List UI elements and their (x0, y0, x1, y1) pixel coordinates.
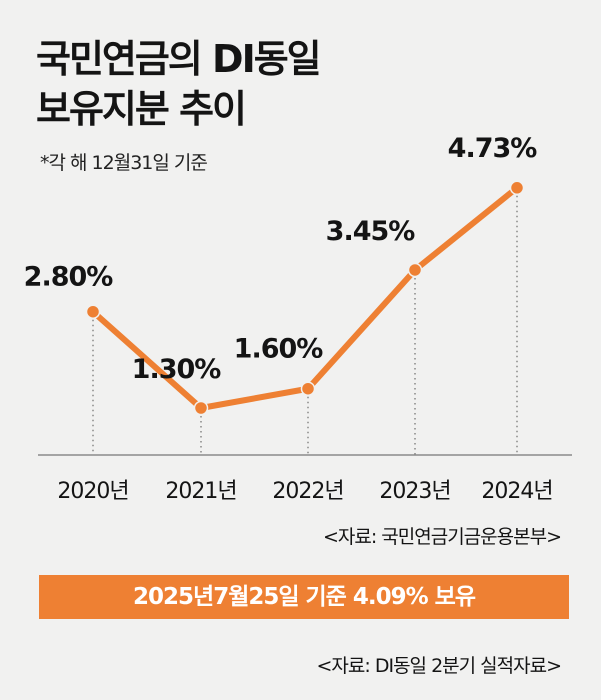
data-label-1: 1.30% (132, 354, 222, 385)
x-tick-label-2: 2022년 (272, 479, 343, 504)
title-line-1: 국민연금의 DI동일 (36, 37, 322, 81)
x-tick-label-0: 2020년 (57, 479, 128, 504)
data-label-0: 2.80% (24, 262, 114, 293)
source-note-pension: <자료: 국민연금기금운용본부> (322, 526, 562, 548)
data-point-0 (85, 304, 101, 319)
current-holding-banner: 2025년7월25일 기준 4.09% 보유 (39, 575, 569, 619)
data-label-4: 4.73% (448, 133, 538, 164)
data-label-3: 3.45% (326, 216, 416, 247)
source-note-earnings: <자료: DI동일 2분기 실적자료> (316, 655, 562, 677)
chart-title: 국민연금의 DI동일 보유지분 추이 (36, 34, 322, 134)
data-point-4 (509, 180, 525, 196)
title-line-2: 보유지분 추이 (36, 87, 247, 131)
data-point-2 (300, 381, 316, 396)
data-point-1 (193, 400, 209, 416)
x-tick-label-1: 2021년 (165, 479, 236, 504)
data-label-2: 1.60% (234, 334, 324, 365)
data-point-3 (407, 262, 423, 278)
reference-date-note: *각 해 12월31일 기준 (40, 152, 208, 174)
x-tick-label-4: 2024년 (481, 479, 552, 504)
x-tick-label-3: 2023년 (379, 479, 450, 504)
